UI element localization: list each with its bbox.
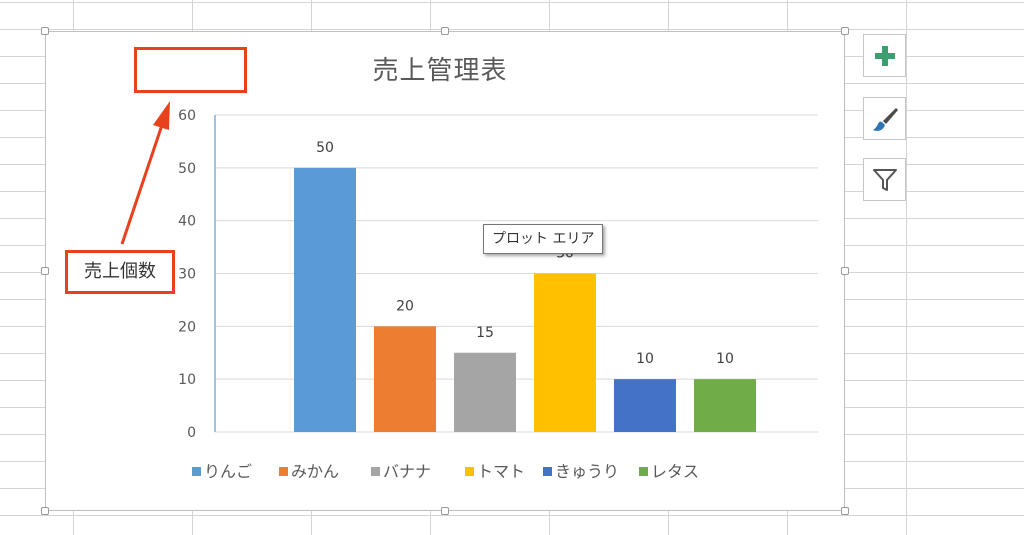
tooltip: プロット エリア: [483, 224, 604, 254]
data-label: 20: [396, 298, 414, 314]
y-tick-label: 30: [178, 267, 196, 283]
data-label: 50: [316, 140, 334, 156]
bar: [694, 379, 756, 432]
y-tick-label: 0: [187, 425, 196, 441]
chart-styles-button[interactable]: [863, 97, 906, 140]
legend-swatch: [279, 467, 288, 476]
legend-label: レタス: [651, 462, 699, 481]
resize-handle-bottom-left[interactable]: [41, 507, 49, 515]
bar: [534, 273, 596, 432]
resize-handle-right[interactable]: [841, 267, 849, 275]
y-tick-label: 10: [178, 372, 196, 388]
resize-handle-top-left[interactable]: [41, 27, 49, 35]
legend-swatch: [192, 467, 201, 476]
y-tick-label: 40: [178, 214, 196, 230]
chart-title[interactable]: 売上管理表: [372, 56, 508, 86]
legend-swatch: [371, 467, 380, 476]
legend-swatch: [543, 467, 552, 476]
resize-handle-top[interactable]: [441, 27, 449, 35]
bar: [454, 352, 516, 432]
annotation-target-box: [134, 47, 247, 93]
y-tick-label: 50: [178, 161, 196, 177]
bar: [374, 326, 436, 432]
data-label: 10: [636, 351, 654, 367]
legend-swatch: [465, 467, 474, 476]
resize-handle-left[interactable]: [41, 267, 49, 275]
data-label: 15: [476, 325, 494, 341]
y-axis-title: 売上個数: [65, 250, 175, 294]
chart-filters-button[interactable]: [863, 158, 906, 201]
filter-icon: [872, 168, 897, 191]
legend-swatch: [639, 467, 648, 476]
y-tick-label: 60: [178, 108, 196, 124]
legend-label: トマト: [477, 462, 525, 481]
resize-handle-bottom-right[interactable]: [841, 507, 849, 515]
brush-icon: [872, 107, 898, 131]
bar: [614, 379, 676, 432]
plus-icon: [874, 45, 895, 66]
resize-handle-top-right[interactable]: [841, 27, 849, 35]
y-tick-label: 20: [178, 319, 196, 335]
chart-elements-button[interactable]: [863, 34, 906, 77]
resize-handle-bottom[interactable]: [441, 507, 449, 515]
legend-label: りんご: [204, 462, 252, 481]
bar: [294, 167, 356, 433]
legend-label: バナナ: [383, 462, 431, 481]
legend-label: みかん: [291, 462, 339, 481]
legend-label: きゅうり: [555, 462, 619, 481]
data-label: 10: [716, 351, 734, 367]
